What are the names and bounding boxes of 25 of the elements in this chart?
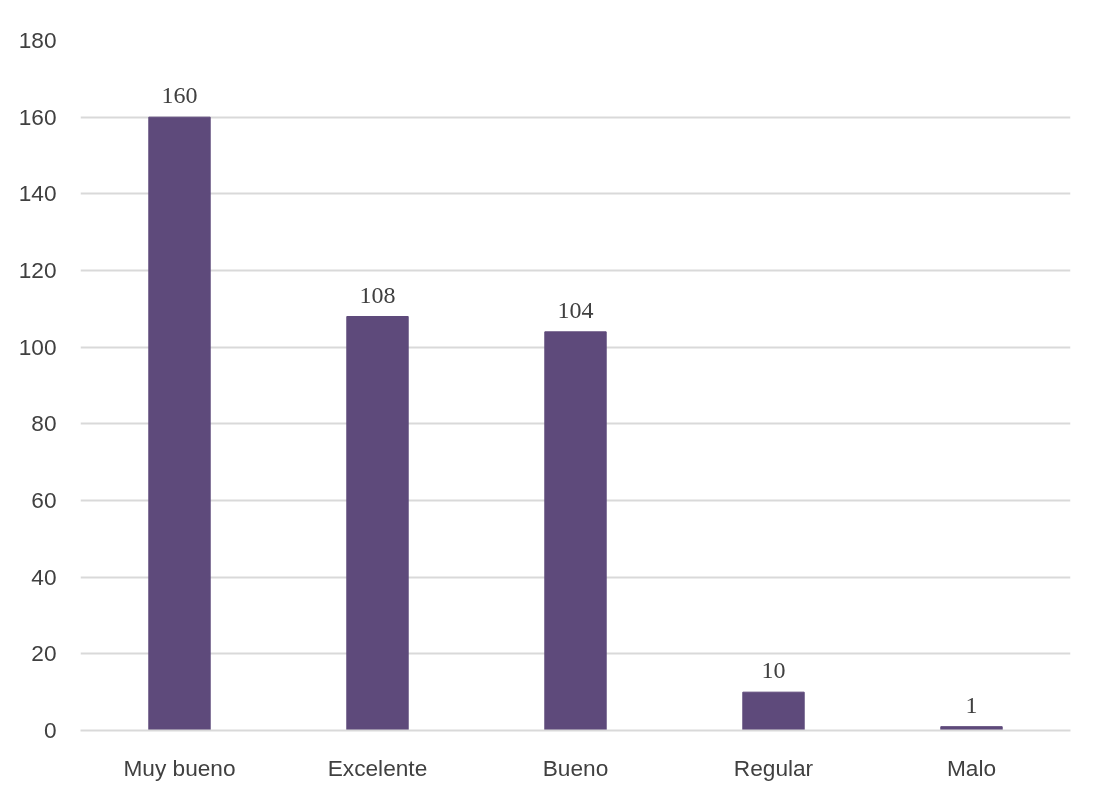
data-label: 160 [161,82,198,109]
data-label: 108 [359,281,396,308]
x-tick-label: Regular [733,754,814,781]
y-tick-label: 20 [31,640,57,667]
y-tick-label: 100 [18,333,57,360]
data-label: 10 [761,657,786,684]
y-tick-label: 40 [31,563,57,590]
bar [544,331,607,731]
data-label: 104 [557,296,594,323]
y-tick-label: 60 [31,487,57,513]
bar [148,116,211,731]
x-tick-label: Malo [946,754,997,781]
x-tick-label: Bueno [542,754,609,781]
x-tick-label: Muy bueno [123,754,236,781]
data-label: 1 [965,691,978,718]
y-tick-label: 160 [18,103,57,130]
bar [346,316,409,731]
y-tick-label: 80 [31,410,57,437]
y-tick-label: 120 [18,257,57,283]
y-tick-label: 0 [43,717,57,743]
bar [940,726,1003,731]
y-tick-label: 140 [18,180,57,207]
x-tick-label: Excelente [327,754,428,781]
y-tick-label: 180 [18,27,57,53]
bar [742,691,805,731]
